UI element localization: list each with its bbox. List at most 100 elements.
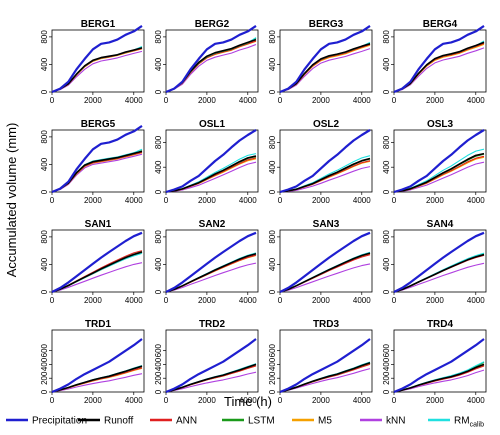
panel-title: OSL3 [427,119,454,130]
series-line-rmcalib [165,153,257,193]
panel-san1: SAN1 0 2000 4000 0 400 800 [40,219,145,305]
panel-title: SAN3 [313,219,340,230]
y-tick-label: 800 [40,130,49,144]
y-tick-label: 800 [154,230,163,244]
panel-title: BERG1 [81,19,116,30]
y-tick-label: 600 [154,343,163,357]
plot-frame [279,329,373,393]
x-tick-label: 0 [50,296,55,305]
x-tick-label: 0 [164,396,169,405]
plot-frame [393,229,487,293]
y-tick-label: 400 [268,257,277,271]
panel-title: TRD4 [427,319,454,330]
y-axis-label: Accumulated volume (mm) [4,123,19,278]
legend-item-runoff: Runoff [78,416,134,427]
plot-frame [51,129,145,193]
legend-label: Runoff [104,416,134,427]
series-line-knn [51,50,143,93]
x-tick-label: 4000 [239,196,257,205]
panel-title: SAN1 [85,219,112,230]
x-tick-label: 2000 [426,196,444,205]
x-tick-label: 0 [278,96,283,105]
y-tick-label: 0 [382,389,391,394]
x-tick-label: 0 [392,196,397,205]
x-tick-label: 4000 [125,396,143,405]
x-tick-label: 2000 [198,196,216,205]
x-tick-label: 4000 [239,296,257,305]
series-line-runoff [393,41,485,93]
x-tick-label: 2000 [198,96,216,105]
plot-frame [165,229,259,293]
panel-osl1: OSL1 0 2000 4000 0 400 800 [154,119,259,205]
series-line-precipitation [51,24,143,94]
y-tick-label: 800 [154,30,163,44]
x-tick-label: 2000 [84,96,102,105]
y-tick-label: 800 [154,135,163,149]
x-tick-label: 4000 [353,96,371,105]
series-line-knn [279,263,371,293]
series-line-knn [51,373,143,393]
y-tick-label: 600 [268,343,277,357]
x-tick-label: 0 [278,396,283,405]
plot-frame [51,329,145,393]
series-line-rmcalib [393,148,485,193]
legend-label: M5 [318,416,332,427]
x-tick-label: 0 [392,396,397,405]
x-tick-label: 4000 [239,96,257,105]
series-line-knn [51,262,143,293]
y-tick-label: 400 [154,57,163,71]
plot-frame [165,329,259,393]
x-axis-label: Time (h) [224,394,272,409]
series-line-precipitation [51,124,143,194]
series-line-runoff [279,43,371,93]
series-line-knn [165,43,257,93]
y-tick-label: 200 [382,371,391,385]
series-line-knn [393,262,485,293]
x-tick-label: 4000 [353,196,371,205]
panel-berg1: BERG1 0 2000 4000 0 400 800 [40,19,145,105]
panel-berg2: BERG2 0 2000 4000 0 400 800 [154,19,259,105]
y-tick-label: 0 [382,89,391,94]
y-tick-label: 600 [382,343,391,357]
panel-title: SAN4 [427,219,454,230]
y-tick-label: 0 [382,189,391,194]
panel-osl3: OSL3 0 2000 4000 0 400 800 [382,119,487,205]
y-tick-label: 400 [268,160,277,174]
x-tick-label: 2000 [312,96,330,105]
plot-frame [51,29,145,93]
x-tick-label: 4000 [353,396,371,405]
y-tick-label: 400 [40,357,49,371]
legend-label: ANN [176,416,197,427]
plot-frame [165,129,259,193]
legend-label: LSTM [248,416,275,427]
x-tick-label: 2000 [84,396,102,405]
y-tick-label: 800 [40,30,49,44]
series-line-precipitation [279,338,371,394]
series-line-knn [279,48,371,93]
panel-title: BERG2 [195,19,230,30]
plot-frame [279,229,373,293]
y-tick-label: 400 [382,257,391,271]
y-tick-label: 200 [268,371,277,385]
panel-title: TRD3 [313,319,340,330]
y-tick-label: 0 [40,89,49,94]
legend-item-knn: kNN [360,416,405,427]
panel-title: BERG3 [309,19,344,30]
plot-frame [393,129,487,193]
series-line-runoff [165,253,257,293]
y-tick-label: 0 [40,289,49,294]
x-tick-label: 2000 [312,296,330,305]
x-tick-label: 2000 [426,396,444,405]
panel-title: OSL1 [199,119,226,130]
y-tick-label: 0 [40,189,49,194]
legend-label: RMcalib [454,416,484,429]
series-line-runoff [51,47,143,93]
y-tick-label: 400 [382,160,391,174]
plot-frame [279,129,373,193]
legend-item-m5: M5 [292,416,332,427]
panel-berg5: BERG5 0 2000 4000 0 400 800 [40,119,145,205]
x-tick-label: 2000 [426,296,444,305]
x-tick-label: 4000 [467,396,485,405]
